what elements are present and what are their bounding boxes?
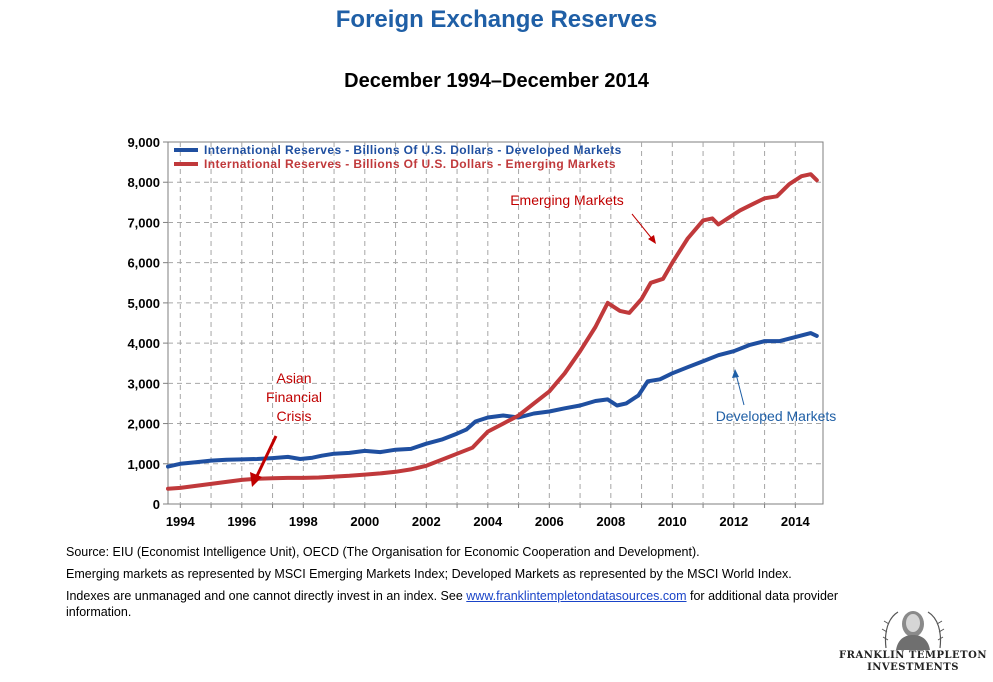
annotation-asian-crisis: Asian Financial Crisis	[250, 370, 322, 487]
annotation-emerging-arrow	[631, 213, 654, 241]
disclaimer-suffix: for additional data provider information…	[66, 589, 839, 619]
annotation-developed-arrow	[735, 373, 745, 406]
y-tick-label: 8,000	[127, 175, 160, 190]
disclaimer-note: Indexes are unmanaged and one cannot dir…	[66, 588, 886, 620]
page-subtitle: December 1994–December 2014	[344, 70, 649, 92]
x-tick-label: 2004	[473, 514, 503, 529]
y-tick-label: 6,000	[127, 256, 160, 271]
legend-label: International Reserves - Billions Of U.S…	[204, 157, 616, 171]
annotation-emerging-markets: Emerging Markets	[510, 192, 656, 244]
annotation-developed-label: Developed Markets	[716, 408, 837, 424]
annotation-developed-arrowhead	[732, 369, 739, 378]
y-tick-label: 4,000	[127, 336, 160, 351]
data-sources-link[interactable]: www.franklintempletondatasources.com	[466, 589, 687, 603]
annotation-asian-crisis-line1: Asian	[276, 370, 311, 386]
y-axis-ticks: 0 1,000 2,000 3,000 4,000 5,000 6,000 7,000 8,00…	[127, 135, 168, 512]
annotation-asian-crisis-line2: Financial	[266, 389, 322, 405]
franklin-templeton-logo: FRANKLIN TEMPLETON INVESTMENTS	[838, 604, 988, 678]
legend: International Reserves - Billions Of U.S…	[174, 143, 622, 171]
developed-markets-line	[166, 331, 819, 469]
legend-label: International Reserves - Billions Of U.S…	[204, 143, 622, 157]
page-title: Foreign Exchange Reserves	[335, 6, 658, 33]
x-tick-label: 2014	[781, 514, 811, 529]
y-tick-label: 2,000	[127, 417, 160, 432]
x-tick-label: 2006	[535, 514, 564, 529]
series-lines	[166, 172, 819, 491]
y-tick-label: 5,000	[127, 296, 160, 311]
y-tick-label: 0	[153, 497, 160, 512]
y-tick-label: 3,000	[127, 376, 160, 391]
annotation-asian-crisis-arrow	[254, 435, 278, 479]
annotation-asian-crisis-arrowhead	[250, 472, 262, 487]
y-tick-label: 9,000	[127, 135, 160, 150]
definitions-note: Emerging markets as represented by MSCI …	[66, 567, 792, 581]
source-note: Source: EIU (Economist Intelligence Unit…	[66, 545, 700, 559]
plot-area	[167, 141, 824, 505]
x-tick-label: 1996	[227, 514, 256, 529]
franklin-portrait-icon	[881, 611, 945, 650]
annotation-asian-crisis-line3: Crisis	[277, 408, 312, 424]
x-tick-label: 2008	[596, 514, 625, 529]
x-tick-label: 2012	[719, 514, 748, 529]
x-tick-label: 2002	[412, 514, 441, 529]
logo-line2: INVESTMENTS	[867, 662, 959, 673]
disclaimer-prefix: Indexes are unmanaged and one cannot dir…	[66, 589, 467, 603]
footnotes: Source: EIU (Economist Intelligence Unit…	[66, 544, 886, 626]
x-tick-label: 1994	[166, 514, 196, 529]
annotation-emerging-arrowhead	[648, 235, 656, 244]
y-tick-label: 1,000	[127, 457, 160, 472]
x-axis-ticks: 1994 1996 1998 2000 2002 2004 2006 2008 2010 2012…	[166, 504, 811, 529]
emerging-markets-line	[166, 172, 819, 491]
x-tick-label: 2010	[658, 514, 687, 529]
x-tick-label: 2000	[350, 514, 379, 529]
annotation-emerging-label: Emerging Markets	[510, 192, 624, 208]
y-tick-label: 7,000	[127, 215, 160, 230]
annotation-developed-markets: Developed Markets	[716, 369, 837, 424]
reserves-line-chart: 0 1,000 2,000 3,000 4,000 5,000 6,000 7,000 8,00…	[127, 135, 837, 529]
x-tick-label: 1998	[289, 514, 318, 529]
logo-line1: FRANKLIN TEMPLETON	[839, 650, 987, 661]
